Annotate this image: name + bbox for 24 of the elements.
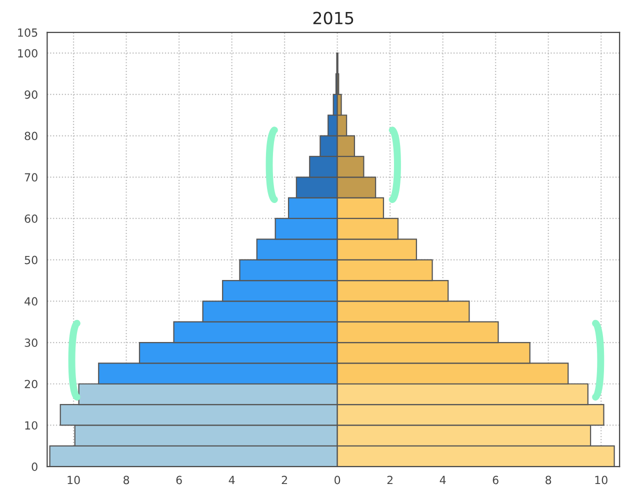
y-tick-label: 20 [24, 380, 38, 388]
y-tick-label: 70 [24, 173, 38, 182]
x-tick-label: 0 [334, 476, 340, 484]
y-tick-label: 100 [18, 49, 38, 58]
x-tick-label: 4 [440, 476, 446, 484]
y-tick-label: 0 [32, 462, 38, 471]
y-tick-label: 80 [24, 132, 38, 140]
y-tick-label: 50 [24, 256, 38, 264]
y-tick-label: 10 [25, 421, 38, 430]
x-tick-label: 10 [68, 476, 80, 484]
y-tick-label: 40 [24, 297, 38, 306]
y-tick-label: 90 [24, 90, 38, 99]
x-tick-label: 6 [176, 476, 182, 484]
x-tick-label: 4 [228, 476, 235, 484]
y-tick-label: 105 [18, 28, 38, 37]
y-tick-label: 60 [24, 214, 38, 223]
x-tick-label: 6 [492, 476, 498, 484]
y-tick-label: 30 [24, 338, 38, 347]
x-tick-label: 2 [282, 476, 287, 484]
x-tick-label: 10 [595, 476, 608, 484]
x-tick-label: 8 [546, 476, 552, 484]
x-tick-label: 2 [387, 476, 393, 484]
x-tick-label: 8 [124, 476, 130, 484]
chart-title: 2015 [313, 12, 354, 24]
